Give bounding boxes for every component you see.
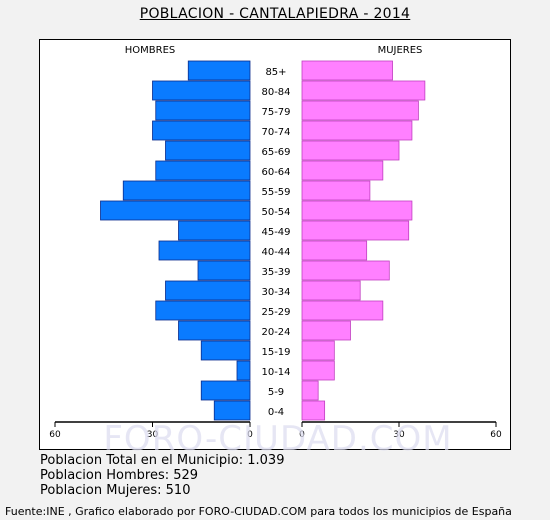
bar-women (301, 220, 410, 241)
tick-label: 0 (299, 430, 305, 440)
bar-women (301, 160, 384, 181)
age-group-label: 15-19 (261, 347, 290, 358)
bar-men (200, 340, 251, 361)
bar-women (301, 200, 413, 221)
bar-men (197, 260, 251, 281)
age-group-label: 30-34 (261, 287, 290, 298)
bar-women (301, 360, 335, 381)
women-population: Poblacion Mujeres: 510 (40, 483, 191, 498)
age-group-label: 80-84 (261, 87, 290, 98)
age-group-label: 85+ (265, 67, 286, 78)
population-stats: Poblacion Total en el Municipio: 1.039 P… (40, 453, 284, 498)
age-group-label: 70-74 (261, 127, 290, 138)
bar-men (155, 100, 251, 121)
tick-label: 30 (393, 430, 405, 440)
bar-men (178, 220, 251, 241)
chart-title: POBLACION - CANTALAPIEDRA - 2014 (139, 6, 411, 22)
age-group-label: 25-29 (261, 307, 290, 318)
tick-label: 0 (247, 430, 253, 440)
bar-women (301, 320, 351, 341)
tick-label: 60 (490, 430, 502, 440)
age-group-label: 60-64 (261, 167, 290, 178)
bar-women (301, 60, 393, 81)
source-note: Fuente:INE , Grafico elaborado por FORO-… (5, 505, 512, 518)
pyramid-chart: HOMBRES MUJERES 85+ 80-84 75-79 70-74 65-69 60-… (39, 39, 511, 450)
bar-women (301, 400, 326, 421)
age-group-label: 75-79 (261, 107, 290, 118)
bar-women (301, 380, 319, 401)
age-group-label: 65-69 (261, 147, 290, 158)
age-group-label: 50-54 (261, 207, 290, 218)
bar-women (301, 340, 335, 361)
total-population: Poblacion Total en el Municipio: 1.039 (40, 453, 285, 468)
bar-men (236, 360, 251, 381)
bar-men (155, 160, 251, 181)
bar-men (155, 300, 251, 321)
age-group-label: 5-9 (268, 387, 284, 398)
bar-men (152, 80, 251, 101)
age-group-label: 35-39 (261, 267, 290, 278)
bar-women (301, 180, 371, 201)
age-group-label: 10-14 (261, 367, 290, 378)
bar-men (122, 180, 251, 201)
bar-women (301, 300, 384, 321)
tick-label: 30 (147, 430, 159, 440)
age-group-label: 20-24 (261, 327, 290, 338)
bar-men (187, 60, 251, 81)
bar-men (200, 380, 251, 401)
series-label-men: HOMBRES (125, 45, 176, 56)
series-label-women: MUJERES (378, 45, 423, 56)
bar-women (301, 260, 390, 281)
bar-women (301, 120, 413, 141)
bar-men (213, 400, 251, 421)
tick-label: 60 (49, 430, 61, 440)
bar-men (152, 120, 251, 141)
bar-women (301, 100, 419, 121)
bar-men (165, 140, 251, 161)
bar-men (178, 320, 251, 341)
bar-men (165, 280, 251, 301)
men-population: Poblacion Hombres: 529 (40, 468, 199, 483)
bar-men (100, 200, 251, 221)
age-group-label: 0-4 (268, 407, 284, 418)
bar-women (301, 280, 361, 301)
bar-men (158, 240, 251, 261)
pyramid-svg: HOMBRES MUJERES 85+ 80-84 75-79 70-74 65-69 60-… (49, 45, 502, 440)
bar-women (301, 240, 368, 261)
age-group-label: 40-44 (261, 247, 290, 258)
age-group-label: 55-59 (261, 187, 290, 198)
age-group-label: 45-49 (261, 227, 290, 238)
bar-women (301, 140, 400, 161)
bar-women (301, 80, 426, 101)
